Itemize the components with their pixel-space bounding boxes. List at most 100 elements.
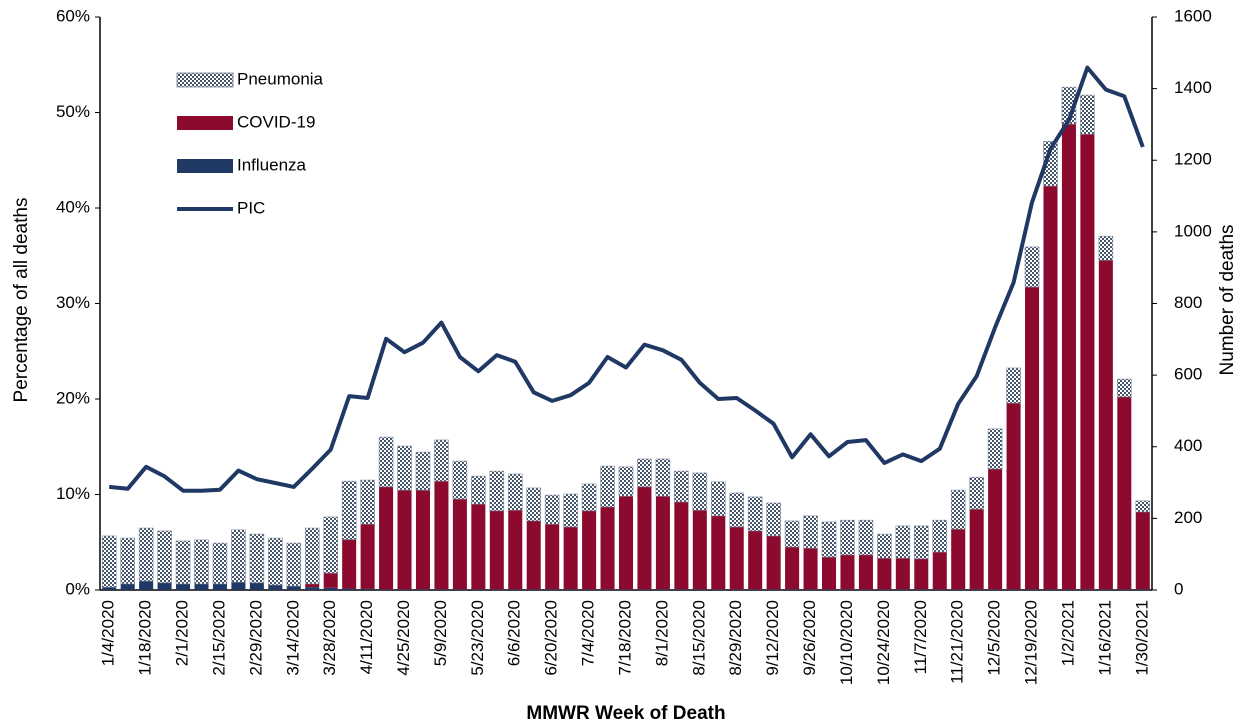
bar-segment xyxy=(508,589,523,590)
bar-segment xyxy=(212,542,228,585)
bar-segment xyxy=(895,558,910,590)
x-tick-label: 3/14/2020 xyxy=(283,600,302,676)
bar-segment xyxy=(655,458,671,497)
bar-segment xyxy=(692,510,707,590)
bar-segment xyxy=(379,589,394,590)
bar-segment xyxy=(600,465,615,508)
bar-segment xyxy=(600,506,615,590)
y-axis-title: Percentage of all deaths xyxy=(11,198,32,403)
x-tick-label: 8/29/2020 xyxy=(726,600,745,676)
x-tick-label: 2/1/2020 xyxy=(173,600,192,666)
bar-segment xyxy=(618,466,634,497)
bar-segment xyxy=(397,445,412,491)
bar-segment xyxy=(249,533,265,584)
bar-segment xyxy=(618,589,634,590)
bar-segment xyxy=(1043,186,1058,590)
y-tick-label: 50% xyxy=(56,102,90,121)
bar-segment xyxy=(1006,403,1021,590)
bar-segment xyxy=(895,589,910,590)
bar-segment xyxy=(231,529,246,583)
bar-segment xyxy=(951,529,966,590)
bar-segment xyxy=(766,535,781,590)
bar-segment xyxy=(895,525,911,559)
bar-segment xyxy=(877,589,892,590)
bar-segment xyxy=(102,587,117,590)
x-tick-label: 1/16/2021 xyxy=(1095,600,1114,676)
bar-segment xyxy=(711,515,726,590)
y-tick-label: 30% xyxy=(56,293,90,312)
bar-segment xyxy=(821,521,837,558)
bar-segment xyxy=(268,584,283,590)
bar-segment xyxy=(1043,589,1058,590)
bar-segment xyxy=(729,526,744,590)
bar-segment xyxy=(1117,396,1132,590)
y-tick-label: 0% xyxy=(65,579,90,598)
bar-segment xyxy=(729,589,744,590)
bar-segment xyxy=(655,589,670,590)
bar-segment xyxy=(858,554,873,590)
x-tick-label: 5/23/2020 xyxy=(468,600,487,676)
bar-segment xyxy=(692,472,708,511)
bar-segment xyxy=(1024,246,1040,288)
bar-segment xyxy=(360,524,375,589)
bar-segment xyxy=(415,589,430,590)
bar-segment xyxy=(1080,94,1095,135)
bar-segment xyxy=(600,589,615,590)
bar-segment xyxy=(249,582,264,590)
y-tick-label: 20% xyxy=(56,388,90,407)
bar-segment xyxy=(304,527,320,585)
bar-segment xyxy=(452,460,468,500)
x-tick-label: 1/2/2021 xyxy=(1058,600,1077,666)
bar-segment xyxy=(803,548,818,590)
bar-segment xyxy=(877,533,892,559)
bar-segment xyxy=(1117,589,1132,590)
bar-segment xyxy=(120,583,135,590)
bar-segment xyxy=(415,451,431,491)
bar-segment xyxy=(637,589,652,590)
bar-segment xyxy=(341,480,357,540)
bar-segment xyxy=(434,589,449,590)
bar-segment xyxy=(674,589,689,590)
bar-segment xyxy=(471,589,486,590)
bar-segment xyxy=(397,589,412,590)
bar-segment xyxy=(877,558,892,590)
x-tick-label: 11/21/2020 xyxy=(948,600,967,684)
bar-segment xyxy=(582,589,597,590)
bar-segment xyxy=(471,475,486,505)
bar-segment xyxy=(840,554,855,590)
bar-segment xyxy=(766,502,781,537)
bar-segment xyxy=(969,509,984,590)
x-tick-label: 1/4/2020 xyxy=(99,600,118,666)
bar-segment xyxy=(988,589,1003,590)
bar-segment xyxy=(342,588,357,590)
bar-segment xyxy=(1135,511,1150,590)
bar-segment xyxy=(471,504,486,590)
bar-segment xyxy=(1098,235,1114,261)
bar-segment xyxy=(545,589,560,590)
x-axis-title: MMWR Week of Death xyxy=(526,703,725,724)
bar-segment xyxy=(379,486,394,590)
bar-segment xyxy=(822,589,837,590)
bar-segment xyxy=(932,589,947,590)
bar-segment xyxy=(582,510,597,590)
bar-segment xyxy=(1080,134,1095,590)
bar-segment xyxy=(729,492,745,528)
bar-segment xyxy=(175,540,191,585)
x-tick-label: 2/29/2020 xyxy=(246,600,265,676)
bar-segment xyxy=(434,439,449,482)
x-tick-label: 8/15/2020 xyxy=(689,600,708,676)
bar-segment xyxy=(378,436,394,488)
bar-segment xyxy=(231,582,246,590)
bar-segment xyxy=(692,589,707,590)
bar-segment xyxy=(452,589,467,590)
bar-segment xyxy=(212,583,227,590)
bar-segment xyxy=(1135,500,1151,513)
x-tick-label: 1/30/2021 xyxy=(1132,600,1151,676)
bar-segment xyxy=(1117,378,1132,398)
bar-segment xyxy=(489,589,504,590)
bar-segment xyxy=(157,582,172,590)
bar-segment xyxy=(563,589,578,590)
bar-segment xyxy=(655,496,670,590)
bar-segment xyxy=(637,458,652,488)
